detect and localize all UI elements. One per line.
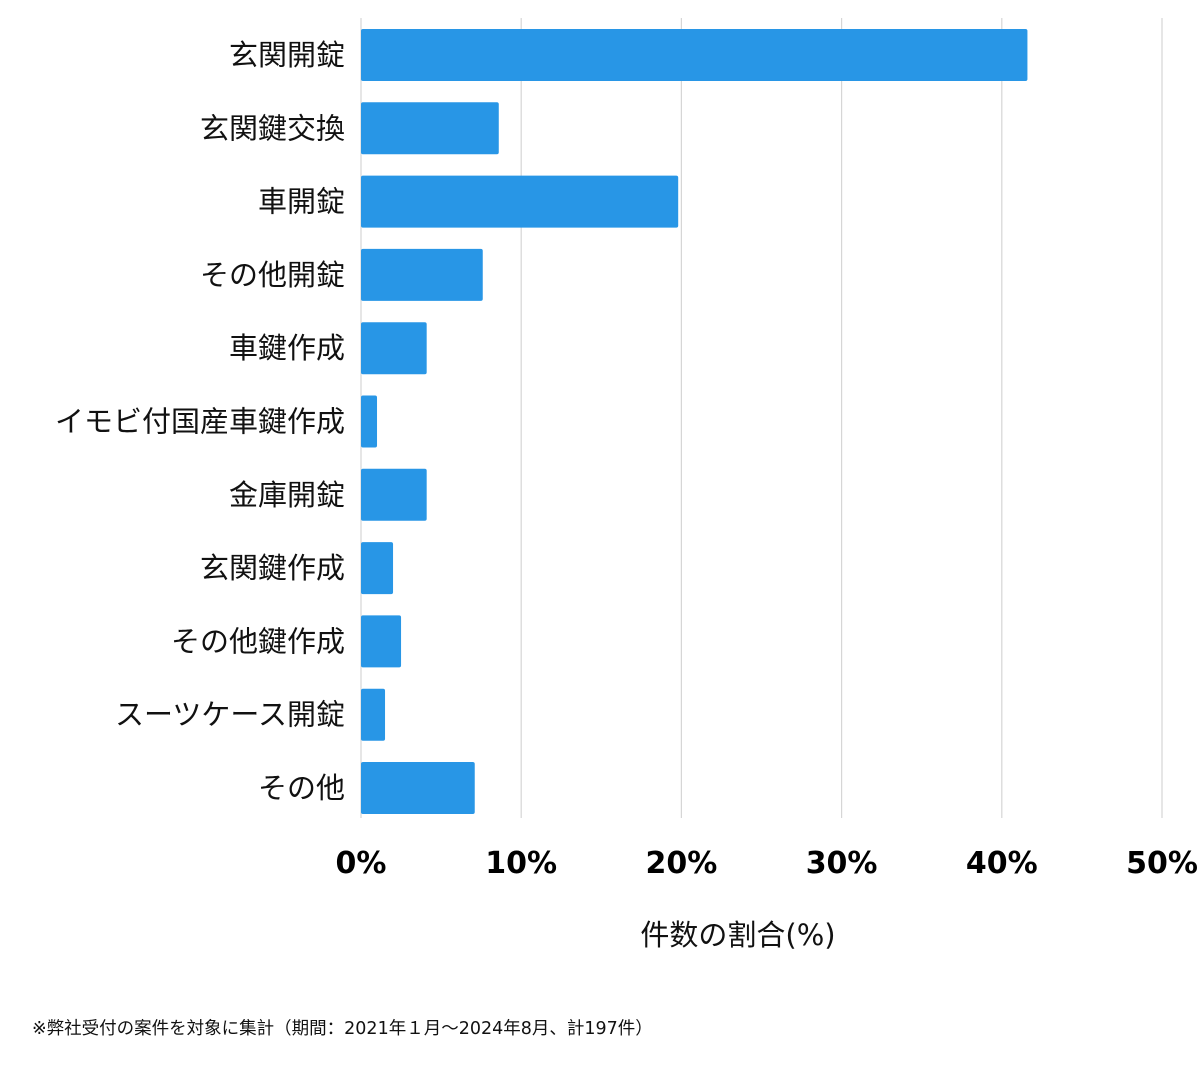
footnote: ※弊社受付の案件を対象に集計（期間：2021年１月〜2024年8月、計197件） [32,1019,653,1039]
bar [361,762,475,814]
category-label: 玄関鍵交換 [200,111,345,145]
x-tick-label: 40% [966,846,1038,881]
category-label: イモビ付国産車鍵作成 [55,405,345,439]
category-label: スーツケース開錠 [115,698,345,732]
x-tick-label: 50% [1126,846,1198,881]
bar [361,468,427,521]
bar [361,175,679,228]
category-label: その他鍵作成 [171,624,345,658]
x-tick-labels: 0% 10% 20% 30% 40% 50% [336,846,1198,881]
grid-lines [360,18,1163,818]
x-axis-title: 件数の割合(%) [640,918,835,952]
category-label: 車鍵作成 [229,331,345,365]
bar [361,615,402,668]
x-tick-label: 30% [806,846,878,881]
category-label: 玄関開錠 [229,38,345,72]
x-tick-label: 10% [485,846,557,881]
category-labels: 玄関開錠玄関鍵交換車開錠その他開錠車鍵作成イモビ付国産車鍵作成金庫開錠玄関鍵作成… [55,38,345,805]
bar-chart: 玄関開錠玄関鍵交換車開錠その他開錠車鍵作成イモビ付国産車鍵作成金庫開錠玄関鍵作成… [55,18,1198,952]
bar [361,395,378,448]
bar [361,248,483,301]
category-label: その他 [258,771,345,805]
bar [361,542,394,595]
x-tick-label: 0% [336,846,387,881]
category-label: その他開錠 [200,258,345,292]
category-label: 玄関鍵作成 [200,551,345,585]
category-label: 金庫開錠 [229,478,345,512]
bar [361,322,427,375]
bar [361,688,386,741]
bar [361,29,1028,81]
bars [361,29,1028,814]
category-label: 車開錠 [258,185,345,219]
bar [361,102,499,155]
x-tick-label: 20% [645,846,717,881]
